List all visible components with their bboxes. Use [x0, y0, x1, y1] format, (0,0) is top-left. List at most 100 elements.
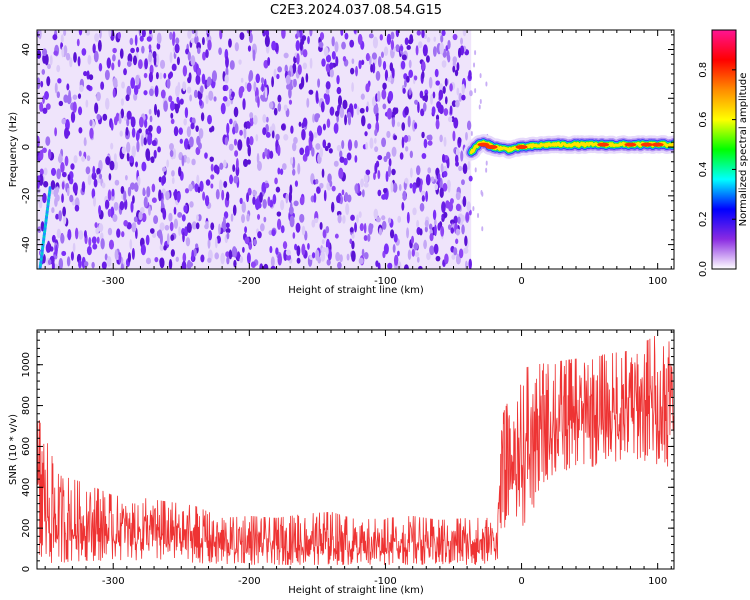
noise-blob [281, 30, 286, 39]
noise-blob [204, 195, 210, 207]
noise-blob [271, 40, 277, 51]
noise-blob [461, 224, 465, 235]
noise-blob [37, 135, 40, 148]
noise-blob [221, 189, 225, 201]
noise-blob [462, 196, 467, 208]
noise-blob [78, 230, 84, 240]
noise-blob [353, 30, 357, 34]
noise-blob [455, 238, 459, 245]
noise-blob [185, 237, 191, 247]
noise-blob [228, 38, 232, 48]
noise-blob [458, 92, 463, 102]
noise-blob [234, 123, 239, 134]
noise-blob [375, 260, 379, 268]
noise-blob [313, 193, 317, 203]
noise-blob [78, 30, 83, 36]
noise-blob [457, 216, 461, 224]
noise-blob [392, 244, 396, 253]
noise-blob [83, 137, 87, 147]
noise-blob [311, 252, 316, 259]
noise-blob [299, 30, 303, 40]
colorbar-gradient [711, 29, 737, 270]
noise-blob [402, 87, 406, 94]
noise-blob [359, 107, 365, 114]
noise-blob [336, 75, 340, 85]
noise-blob [91, 172, 97, 180]
noise-blob [386, 107, 392, 120]
noise-blob [166, 159, 169, 168]
noise-blob [376, 216, 381, 223]
noise-blob [232, 164, 236, 172]
noise-blob [351, 58, 355, 65]
noise-blob [406, 227, 409, 239]
noise-blob [342, 214, 346, 224]
noise-blob [45, 136, 51, 146]
noise-blob [228, 89, 232, 95]
noise-blob [368, 223, 373, 235]
noise-blob [252, 49, 256, 62]
noise-blob [83, 230, 87, 239]
noise-blob [205, 94, 209, 105]
noise-blob [285, 249, 291, 256]
noise-blob [342, 99, 348, 110]
noise-blob [346, 152, 352, 161]
noise-blob [186, 86, 192, 94]
noise-blob [462, 30, 467, 37]
noise-blob [92, 43, 96, 54]
noise-blob [333, 122, 339, 134]
noise-blob [315, 90, 319, 102]
noise-blob [255, 73, 261, 84]
noise-blob [334, 41, 339, 53]
noise-blob [334, 233, 339, 239]
noise-blob [311, 219, 316, 228]
noise-blob [188, 72, 192, 82]
noise-blob [94, 33, 100, 42]
noise-blob [113, 160, 119, 171]
noise-blob [307, 35, 310, 45]
noise-blob [61, 181, 65, 190]
noise-blob [140, 244, 146, 256]
noise-blob [415, 45, 419, 56]
noise-blob [57, 78, 62, 84]
noise-blob [443, 136, 447, 147]
ridge-hotspot [515, 145, 528, 150]
noise-blob [397, 261, 402, 269]
noise-blob [299, 147, 305, 156]
noise-blob [373, 208, 379, 220]
noise-blob [335, 251, 341, 262]
noise-blob [199, 85, 204, 94]
noise-blob [37, 175, 41, 182]
noise-blob [42, 192, 47, 204]
noise-blob [114, 179, 120, 186]
faint-blob [477, 213, 480, 219]
noise-blob [293, 78, 297, 88]
noise-blob [341, 41, 346, 50]
noise-blob [327, 142, 331, 149]
noise-blob [416, 219, 420, 228]
noise-blob [225, 99, 231, 107]
noise-blob [465, 131, 468, 141]
noise-blob [429, 233, 434, 242]
noise-blob [188, 183, 193, 192]
noise-blob [173, 126, 179, 137]
noise-blob [239, 129, 243, 136]
noise-blob [409, 167, 413, 178]
noise-blob [298, 121, 302, 127]
noise-blob [305, 72, 309, 83]
noise-blob [404, 106, 409, 116]
ridge-hotspot [477, 142, 490, 147]
noise-blob [170, 234, 175, 241]
noise-blob [325, 246, 329, 256]
noise-blob [316, 125, 323, 136]
noise-blob [354, 140, 358, 149]
noise-blob [153, 54, 157, 66]
noise-blob [104, 253, 108, 261]
noise-blob [162, 208, 167, 220]
noise-blob [150, 156, 155, 164]
noise-blob [91, 188, 96, 199]
noise-blob [45, 242, 51, 253]
noise-blob [463, 247, 469, 254]
noise-blob [47, 63, 51, 70]
noise-blob [169, 143, 174, 151]
